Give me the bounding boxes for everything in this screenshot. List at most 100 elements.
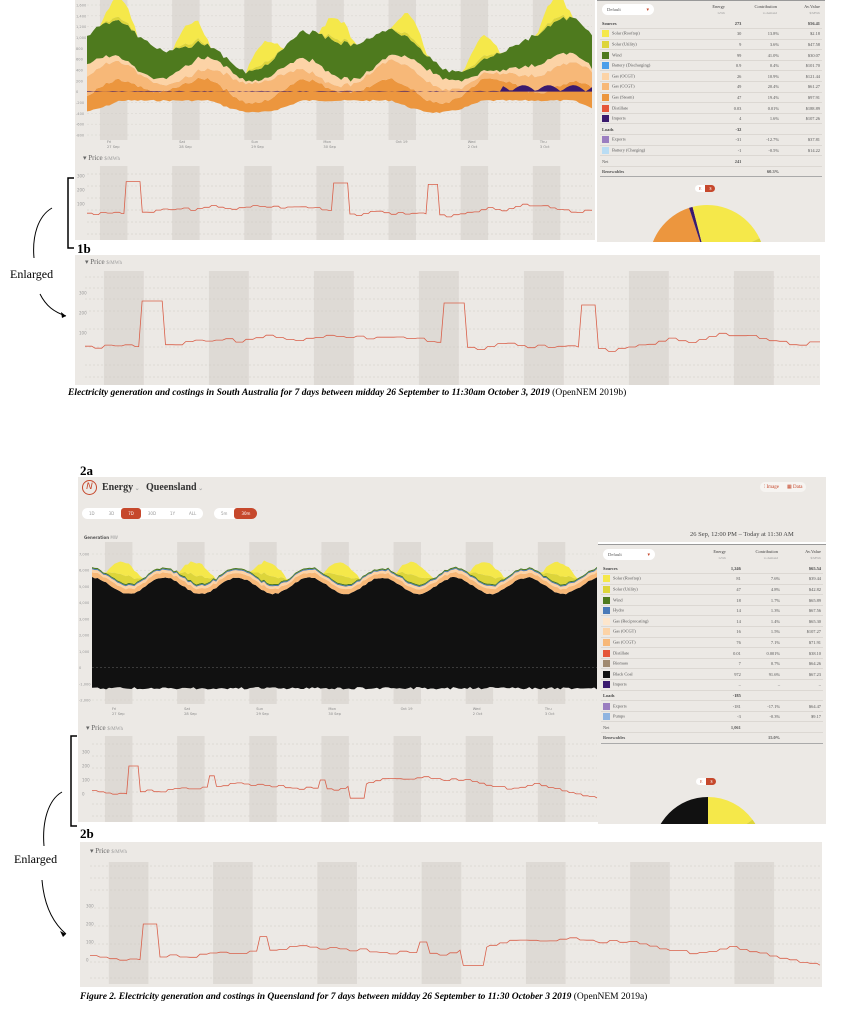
source-row[interactable]: Gas (Reciprocating) 14 1.4% $65.30 xyxy=(601,615,823,628)
interval-button[interactable]: 30m xyxy=(234,508,258,519)
sa-table: Sources 273 $56.41 Solar (Rooftop) 30 13.8% $2… xyxy=(600,18,822,178)
interval-button[interactable]: 5m xyxy=(221,511,228,516)
range-button[interactable]: 30D xyxy=(147,511,157,516)
sa-price-header: ▾ Price $/MWh xyxy=(75,150,595,166)
source-row[interactable]: Distillate 0.01 0.001% $38.10 xyxy=(601,647,823,659)
row-net: Net 1,061 xyxy=(601,721,823,733)
range-button[interactable]: 1D xyxy=(89,511,95,516)
source-row[interactable]: Solar (Rooftop) 30 13.8% $2.18 xyxy=(600,28,822,40)
price-line xyxy=(87,181,593,218)
range-button[interactable]: ALL xyxy=(189,511,197,516)
night-band xyxy=(172,166,200,240)
price-tick-label: 100 xyxy=(79,331,87,336)
range-button[interactable]: 3D xyxy=(108,511,115,516)
qld-price-title[interactable]: ▾ Price $/MWh xyxy=(86,724,123,732)
color-swatch-icon xyxy=(603,670,610,678)
night-band xyxy=(317,862,357,984)
chevron-down-icon: ▾ xyxy=(646,7,649,13)
donut-slice xyxy=(751,238,762,242)
night-band xyxy=(525,862,566,984)
range-button[interactable]: 1Y xyxy=(170,511,176,516)
chevron-down-icon: ⌄ xyxy=(133,486,140,492)
sa-price-small-svg: 300 200 100 xyxy=(77,166,593,240)
x-tick-date: 29 Sep xyxy=(251,145,264,149)
source-row[interactable]: Solar (Utility) 9 3.6% $47.58 xyxy=(600,39,822,51)
chevron-down-icon: ⌄ xyxy=(196,486,204,492)
y-tick-label: 0 xyxy=(76,90,79,94)
donut-slice xyxy=(653,207,701,242)
qld-generation-svg: 7,000 6,000 5,000 4,000 3,000 2,000 1,000 0 -1,0… xyxy=(79,542,597,716)
x-tick-date: 28 Sep xyxy=(184,712,197,716)
qld-default-select[interactable]: Default ▾ xyxy=(603,549,655,560)
color-swatch-icon xyxy=(602,40,609,48)
fig-label-2b: 2b xyxy=(80,826,94,841)
row-renewables: Renewables 15.0% xyxy=(601,732,823,744)
bracket-icon xyxy=(67,177,74,249)
source-row[interactable]: Wind 99 41.0% $30.07 xyxy=(600,49,822,61)
price-tick-label: 0 xyxy=(86,958,89,963)
source-row[interactable]: Battery (Discharging) 0.9 0.4% $101.70 xyxy=(600,60,822,72)
night-band xyxy=(208,271,249,385)
price-tick-label: 200 xyxy=(86,922,94,927)
color-swatch-icon xyxy=(603,681,610,689)
qld-enlarged-price-title[interactable]: ▾ Price $/MWh xyxy=(90,847,127,855)
color-swatch-icon xyxy=(603,607,610,615)
area-series-3 xyxy=(87,16,592,82)
qld-energy-dollar-toggle[interactable]: E $ xyxy=(696,778,717,785)
sa-price-title[interactable]: ▾ Price $/MWh xyxy=(83,154,120,162)
source-row[interactable]: Gas (CCGT) 49 20.4% $61.27 xyxy=(600,81,822,93)
collapse-triangle-icon: ▾ xyxy=(83,154,89,162)
color-swatch-icon xyxy=(603,649,610,657)
arrow-icon xyxy=(41,879,67,935)
source-row[interactable]: Solar (Utility) 47 4.8% $42.82 xyxy=(601,584,823,596)
load-row[interactable]: Exports -31 -12.7% $37.81 xyxy=(600,134,822,146)
source-row[interactable]: Imports 4 1.6% $107.26 xyxy=(600,113,822,125)
source-row[interactable]: Hydro 14 1.3% $67.56 xyxy=(601,605,823,617)
x-tick-date: 2 Oct xyxy=(468,145,478,149)
energy-dropdown[interactable]: Energy ⌄ xyxy=(102,482,140,493)
source-row[interactable]: Distillate 0.03 0.01% $188.89 xyxy=(600,102,822,114)
price-line xyxy=(85,300,820,352)
load-row[interactable]: Battery (Charging) -1 -0.5% $14.22 xyxy=(600,145,822,157)
source-row[interactable]: Gas (Steam) 47 19.4% $97.91 xyxy=(600,92,822,104)
area-black-coal xyxy=(92,576,597,690)
range-button[interactable]: 7D xyxy=(121,508,141,519)
color-swatch-icon xyxy=(602,51,609,59)
source-row[interactable]: Gas (CCGT) 76 7.1% $71.91 xyxy=(601,637,823,649)
source-row[interactable]: Gas (OCGT) 26 10.9% $121.44 xyxy=(600,70,822,83)
color-swatch-icon xyxy=(602,115,609,123)
toggle-e[interactable]: E xyxy=(696,778,707,785)
source-row[interactable]: Solar (Rooftop) 81 7.6% $39.44 xyxy=(601,573,823,585)
col-value: Av.Value $/MWh xyxy=(804,4,820,15)
region-dropdown[interactable]: Queensland ⌄ xyxy=(146,482,204,493)
sa-energy-dollar-toggle[interactable]: E $ xyxy=(695,185,716,192)
toggle-dollar[interactable]: $ xyxy=(706,778,717,785)
y-tick-label: 3,000 xyxy=(79,617,90,621)
load-row[interactable]: Exports -181 -17.1% $64.47 xyxy=(601,700,823,712)
source-row[interactable]: Biomass 7 0.7% $64.26 xyxy=(601,658,823,670)
toggle-dollar[interactable]: $ xyxy=(705,185,716,192)
sa-default-select[interactable]: Default ▾ xyxy=(602,4,654,15)
opennem-logo-icon[interactable]: N xyxy=(82,480,97,495)
generation-title: Generation MW xyxy=(84,535,118,540)
source-row[interactable]: Imports – – – xyxy=(601,679,823,691)
x-tick-date: 3 Oct xyxy=(540,145,550,149)
curve-up-icon xyxy=(43,791,63,847)
source-row[interactable]: Gas (OCGT) 16 1.5% $107.27 xyxy=(601,626,823,638)
source-row[interactable]: Wind 18 1.7% $65.89 xyxy=(601,594,823,606)
night-band xyxy=(465,736,494,822)
data-button[interactable]: ▦ Data xyxy=(787,485,803,490)
price-tick-label: 300 xyxy=(86,904,94,909)
x-tick-day: Wed xyxy=(473,707,481,711)
source-row[interactable]: Black Coal 972 91.6% $67.23 xyxy=(601,668,823,681)
x-tick-date: 30 Sep xyxy=(323,145,336,149)
night-band xyxy=(388,166,416,240)
price-line xyxy=(92,765,598,799)
color-swatch-icon xyxy=(602,104,609,112)
x-tick-day: Sat xyxy=(184,707,190,711)
toggle-e[interactable]: E xyxy=(695,185,706,192)
load-row[interactable]: Pumps -3 -0.3% $9.17 xyxy=(601,711,823,723)
image-button[interactable]: ⫶ Image xyxy=(764,485,780,490)
sa-price-chart-enlarged: ▾ Price $/MWh 300 200 100 xyxy=(75,255,820,385)
sa-enlarged-price-title[interactable]: ▾ Price $/MWh xyxy=(85,258,122,266)
